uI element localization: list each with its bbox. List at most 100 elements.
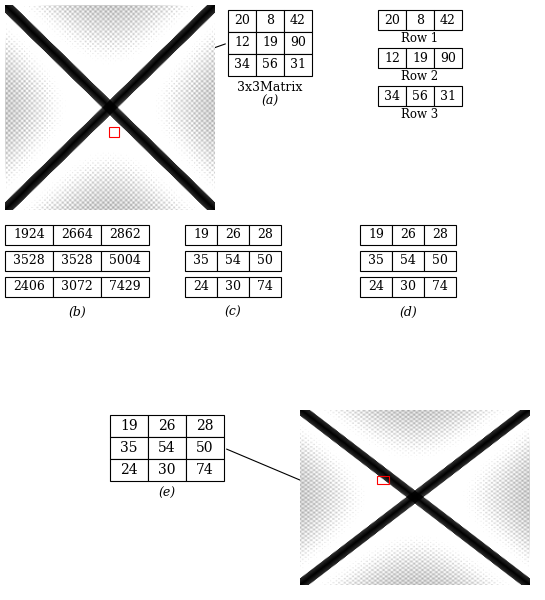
Text: 28: 28: [257, 229, 273, 241]
Text: 3528: 3528: [13, 254, 45, 268]
Text: 90: 90: [440, 52, 456, 64]
Text: 2862: 2862: [109, 229, 141, 241]
Bar: [228, 10, 256, 32]
Bar: [217, 277, 249, 297]
Bar: [360, 277, 392, 297]
Bar: [5, 251, 53, 271]
Text: 54: 54: [400, 254, 416, 268]
Text: 42: 42: [440, 13, 456, 26]
Text: 56: 56: [262, 58, 278, 71]
Text: (b): (b): [68, 306, 86, 319]
Text: 42: 42: [290, 14, 306, 28]
Bar: [377, 476, 389, 484]
Bar: [424, 225, 456, 245]
Bar: [186, 459, 224, 481]
Bar: [256, 54, 284, 76]
Bar: [185, 251, 217, 271]
Bar: [406, 10, 434, 30]
Bar: [424, 277, 456, 297]
Bar: [101, 251, 149, 271]
Bar: [249, 277, 281, 297]
Text: 3528: 3528: [61, 254, 93, 268]
Text: Row 2: Row 2: [402, 70, 439, 83]
Text: 56: 56: [412, 89, 428, 103]
Text: 28: 28: [196, 419, 214, 433]
Text: 31: 31: [440, 89, 456, 103]
Bar: [392, 251, 424, 271]
Text: 19: 19: [193, 229, 209, 241]
Bar: [185, 225, 217, 245]
Text: 50: 50: [257, 254, 273, 268]
Text: 54: 54: [225, 254, 241, 268]
Bar: [185, 277, 217, 297]
Text: 26: 26: [225, 229, 241, 241]
Bar: [256, 10, 284, 32]
Bar: [148, 415, 186, 437]
Text: 35: 35: [120, 441, 138, 455]
Text: 54: 54: [158, 441, 176, 455]
Bar: [406, 86, 434, 106]
Text: 8: 8: [416, 13, 424, 26]
Bar: [284, 10, 312, 32]
Bar: [434, 48, 462, 68]
Bar: [53, 277, 101, 297]
Bar: [148, 437, 186, 459]
Bar: [217, 251, 249, 271]
Text: 12: 12: [234, 37, 250, 49]
Text: 5004: 5004: [109, 254, 141, 268]
Text: 24: 24: [368, 280, 384, 293]
Text: 19: 19: [120, 419, 138, 433]
Text: 1924: 1924: [13, 229, 45, 241]
Text: 35: 35: [193, 254, 209, 268]
Bar: [110, 459, 148, 481]
Text: 7429: 7429: [109, 280, 141, 293]
Bar: [434, 10, 462, 30]
Text: 34: 34: [234, 58, 250, 71]
Bar: [434, 86, 462, 106]
Bar: [284, 54, 312, 76]
Bar: [217, 225, 249, 245]
Text: 20: 20: [234, 14, 250, 28]
Bar: [378, 86, 406, 106]
Text: 19: 19: [262, 37, 278, 49]
Bar: [378, 48, 406, 68]
Text: 30: 30: [158, 463, 175, 477]
Bar: [186, 415, 224, 437]
Text: 74: 74: [257, 280, 273, 293]
Text: 50: 50: [196, 441, 214, 455]
Text: 24: 24: [120, 463, 138, 477]
Text: 31: 31: [290, 58, 306, 71]
Text: 26: 26: [400, 229, 416, 241]
Bar: [148, 459, 186, 481]
Text: 30: 30: [400, 280, 416, 293]
Bar: [5, 277, 53, 297]
Text: 24: 24: [193, 280, 209, 293]
Text: (c): (c): [225, 306, 241, 319]
Text: 26: 26: [158, 419, 175, 433]
Bar: [256, 32, 284, 54]
Text: Row 1: Row 1: [402, 32, 439, 45]
Bar: [392, 225, 424, 245]
Bar: [228, 32, 256, 54]
Bar: [109, 127, 119, 137]
Bar: [378, 10, 406, 30]
Text: 19: 19: [368, 229, 384, 241]
Bar: [228, 54, 256, 76]
Bar: [424, 251, 456, 271]
Text: 3x3Matrix: 3x3Matrix: [237, 81, 302, 94]
Bar: [53, 225, 101, 245]
Bar: [53, 251, 101, 271]
Text: 34: 34: [384, 89, 400, 103]
Bar: [249, 251, 281, 271]
Text: 2406: 2406: [13, 280, 45, 293]
Text: (a): (a): [262, 95, 278, 108]
Text: 74: 74: [432, 280, 448, 293]
Bar: [186, 437, 224, 459]
Text: 3072: 3072: [61, 280, 93, 293]
Text: 19: 19: [412, 52, 428, 64]
Bar: [110, 437, 148, 459]
Bar: [360, 251, 392, 271]
Bar: [249, 225, 281, 245]
Bar: [406, 48, 434, 68]
Bar: [360, 225, 392, 245]
